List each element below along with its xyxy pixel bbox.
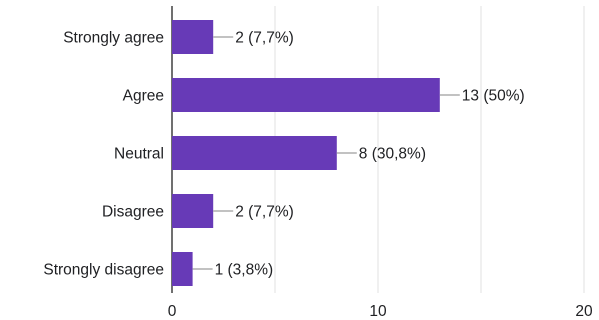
category-label: Disagree bbox=[102, 204, 164, 221]
bars bbox=[172, 20, 440, 286]
x-tick-label-10: 10 bbox=[369, 303, 387, 320]
bar-agree bbox=[172, 78, 440, 112]
bar-disagree bbox=[172, 194, 214, 228]
data-label: 2 (7,7%) bbox=[235, 30, 294, 47]
data-label: 1 (3,8%) bbox=[215, 262, 274, 279]
x-tick-label-0: 0 bbox=[168, 303, 177, 320]
bar-strongly-agree bbox=[172, 20, 214, 54]
category-label: Strongly agree bbox=[63, 30, 164, 47]
data-label: 13 (50%) bbox=[462, 88, 525, 105]
x-tick-label-20: 20 bbox=[575, 303, 593, 320]
data-label: 8 (30,8%) bbox=[359, 146, 426, 163]
category-label: Agree bbox=[123, 88, 164, 105]
bar-neutral bbox=[172, 136, 337, 170]
data-label: 2 (7,7%) bbox=[235, 204, 294, 221]
category-label: Strongly disagree bbox=[43, 262, 164, 279]
labels: 0 10 20 Strongly agree 2 (7,7%) Agree 13 (50%)… bbox=[43, 30, 593, 320]
category-label: Neutral bbox=[114, 146, 164, 163]
bar-strongly-disagree bbox=[172, 252, 193, 286]
